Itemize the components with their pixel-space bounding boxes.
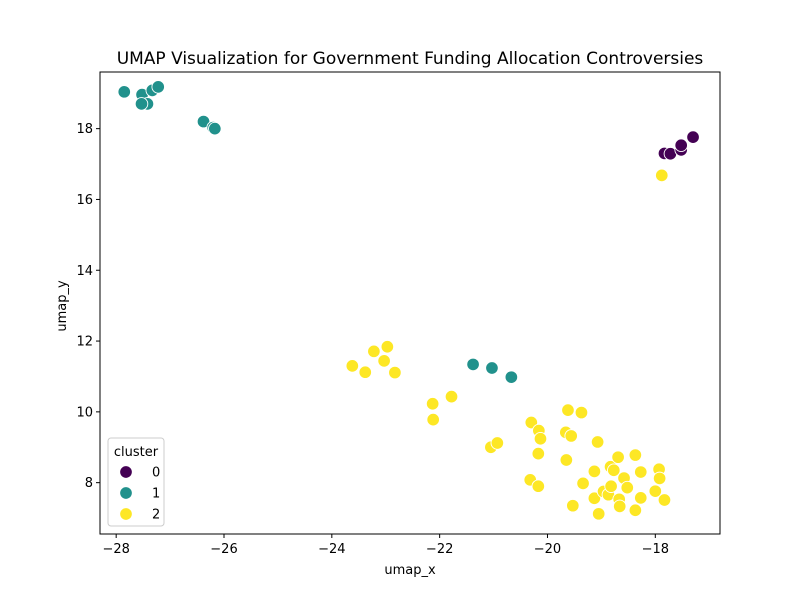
data-point-cluster-2 [607,463,621,478]
data-point-cluster-1 [151,80,165,94]
data-point-cluster-2 [358,365,373,379]
x-tick-label: −20 [534,542,561,557]
x-tick-label: −28 [102,542,129,557]
data-point-cluster-2 [628,503,643,518]
data-point-cluster-2 [648,484,663,498]
legend-marker-cluster-0 [119,465,133,479]
data-point-cluster-2 [345,359,360,373]
data-point-cluster-2 [590,435,605,449]
y-tick-label: 8 [85,476,93,491]
data-point-cluster-2 [611,450,625,464]
x-axis-label: umap_x [384,563,436,578]
data-point-cluster-0 [674,138,688,153]
data-point-cluster-2 [574,405,589,420]
legend-box [107,437,165,527]
data-point-cluster-2 [566,498,580,513]
data-point-cluster-2 [633,491,648,505]
data-point-cluster-0 [686,130,700,144]
x-tick-label: −26 [210,542,237,557]
data-point-cluster-2 [655,168,669,183]
data-point-cluster-2 [564,429,578,443]
legend-label-cluster-1: 1 [152,487,160,502]
data-point-cluster-2 [490,436,505,450]
data-point-cluster-1 [196,114,211,129]
data-point-cluster-2 [657,493,672,507]
data-point-cluster-1 [466,357,480,372]
y-tick-label: 18 [76,122,93,137]
legend-label-cluster-0: 0 [152,466,160,481]
data-point-cluster-1 [134,97,149,111]
data-point-cluster-2 [612,499,627,514]
data-point-cluster-2 [559,453,574,467]
legend-label-cluster-2: 2 [152,508,160,523]
data-point-cluster-1 [504,370,519,384]
data-point-cluster-2 [604,479,618,493]
x-tick-label: −24 [318,542,345,557]
y-tick-label: 16 [76,193,93,208]
data-point-cluster-2 [367,344,381,359]
data-point-cluster-2 [561,403,575,417]
legend-title: cluster [114,445,159,460]
y-axis-label: umap_y [55,280,70,332]
data-point-cluster-2 [587,491,602,505]
legend-marker-cluster-2 [119,507,133,521]
y-tick-label: 12 [76,335,93,350]
data-point-cluster-2 [576,476,590,491]
data-point-cluster-2 [620,480,635,495]
data-point-cluster-2 [533,432,548,446]
plot-frame [99,71,721,535]
y-tick-label: 10 [76,405,93,420]
legend: cluster 0 1 2 [107,437,165,527]
data-point-cluster-1 [485,361,499,375]
data-point-cluster-2 [380,339,395,354]
y-tick-label: 14 [76,264,93,279]
legend-marker-cluster-1 [119,486,133,500]
data-point-cluster-2 [652,471,667,486]
x-tick-label: −18 [642,542,669,557]
data-point-cluster-2 [587,464,602,479]
data-point-cluster-2 [426,412,440,427]
data-point-cluster-2 [425,396,440,411]
data-point-cluster-2 [531,446,546,461]
data-point-cluster-2 [377,354,391,368]
data-point-cluster-2 [388,365,402,380]
data-point-cluster-1 [117,85,132,99]
x-tick-label: −22 [426,542,453,557]
data-point-cluster-1 [208,121,222,136]
data-point-cluster-2 [633,465,648,479]
data-point-cluster-2 [591,507,606,521]
chart-title: UMAP Visualization for Government Fundin… [117,49,704,69]
data-point-cluster-2 [531,479,546,493]
data-point-cluster-2 [444,389,459,404]
data-point-cluster-2 [628,448,643,462]
